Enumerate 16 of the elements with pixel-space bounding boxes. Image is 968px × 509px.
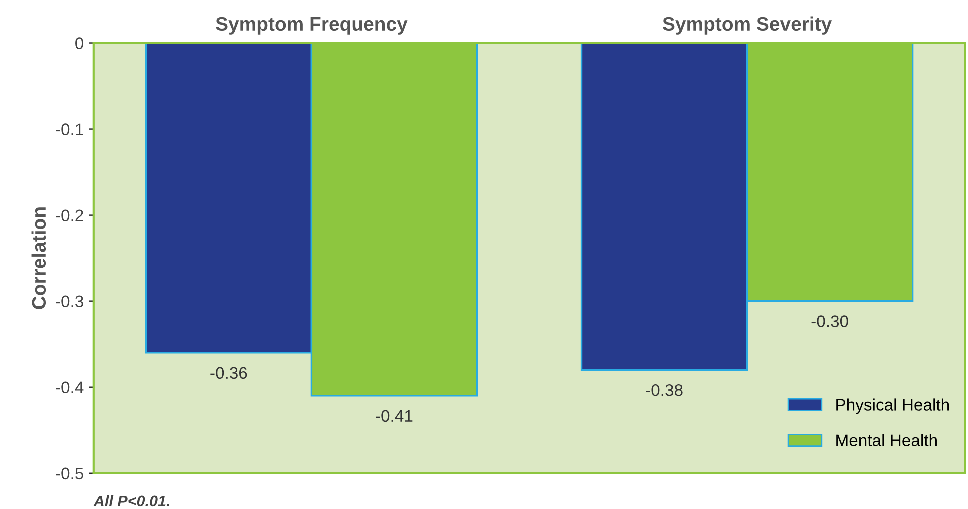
data-label: -0.41: [376, 410, 413, 422]
legend-label: Mental Health: [836, 434, 937, 446]
data-label: -0.38: [646, 384, 683, 396]
y-axis-title: Correlation: [32, 208, 46, 310]
y-tick-label: -0.5: [56, 468, 84, 480]
y-tick-label: 0: [76, 38, 84, 50]
x-tick-label: Symptom Frequency: [216, 17, 408, 35]
text: All P<0.01.: [94, 495, 170, 507]
data-label: -0.30: [812, 316, 848, 328]
y-tick-label: -0.3: [56, 296, 84, 308]
y-tick-label: -0.1: [56, 124, 84, 136]
data-label: -0.36: [210, 367, 248, 380]
legend-label: Physical Health: [836, 398, 950, 414]
y-tick-label: -0.4: [56, 382, 84, 394]
y-tick-label: -0.2: [56, 210, 84, 222]
x-tick-label: Symptom Severity: [663, 16, 832, 35]
